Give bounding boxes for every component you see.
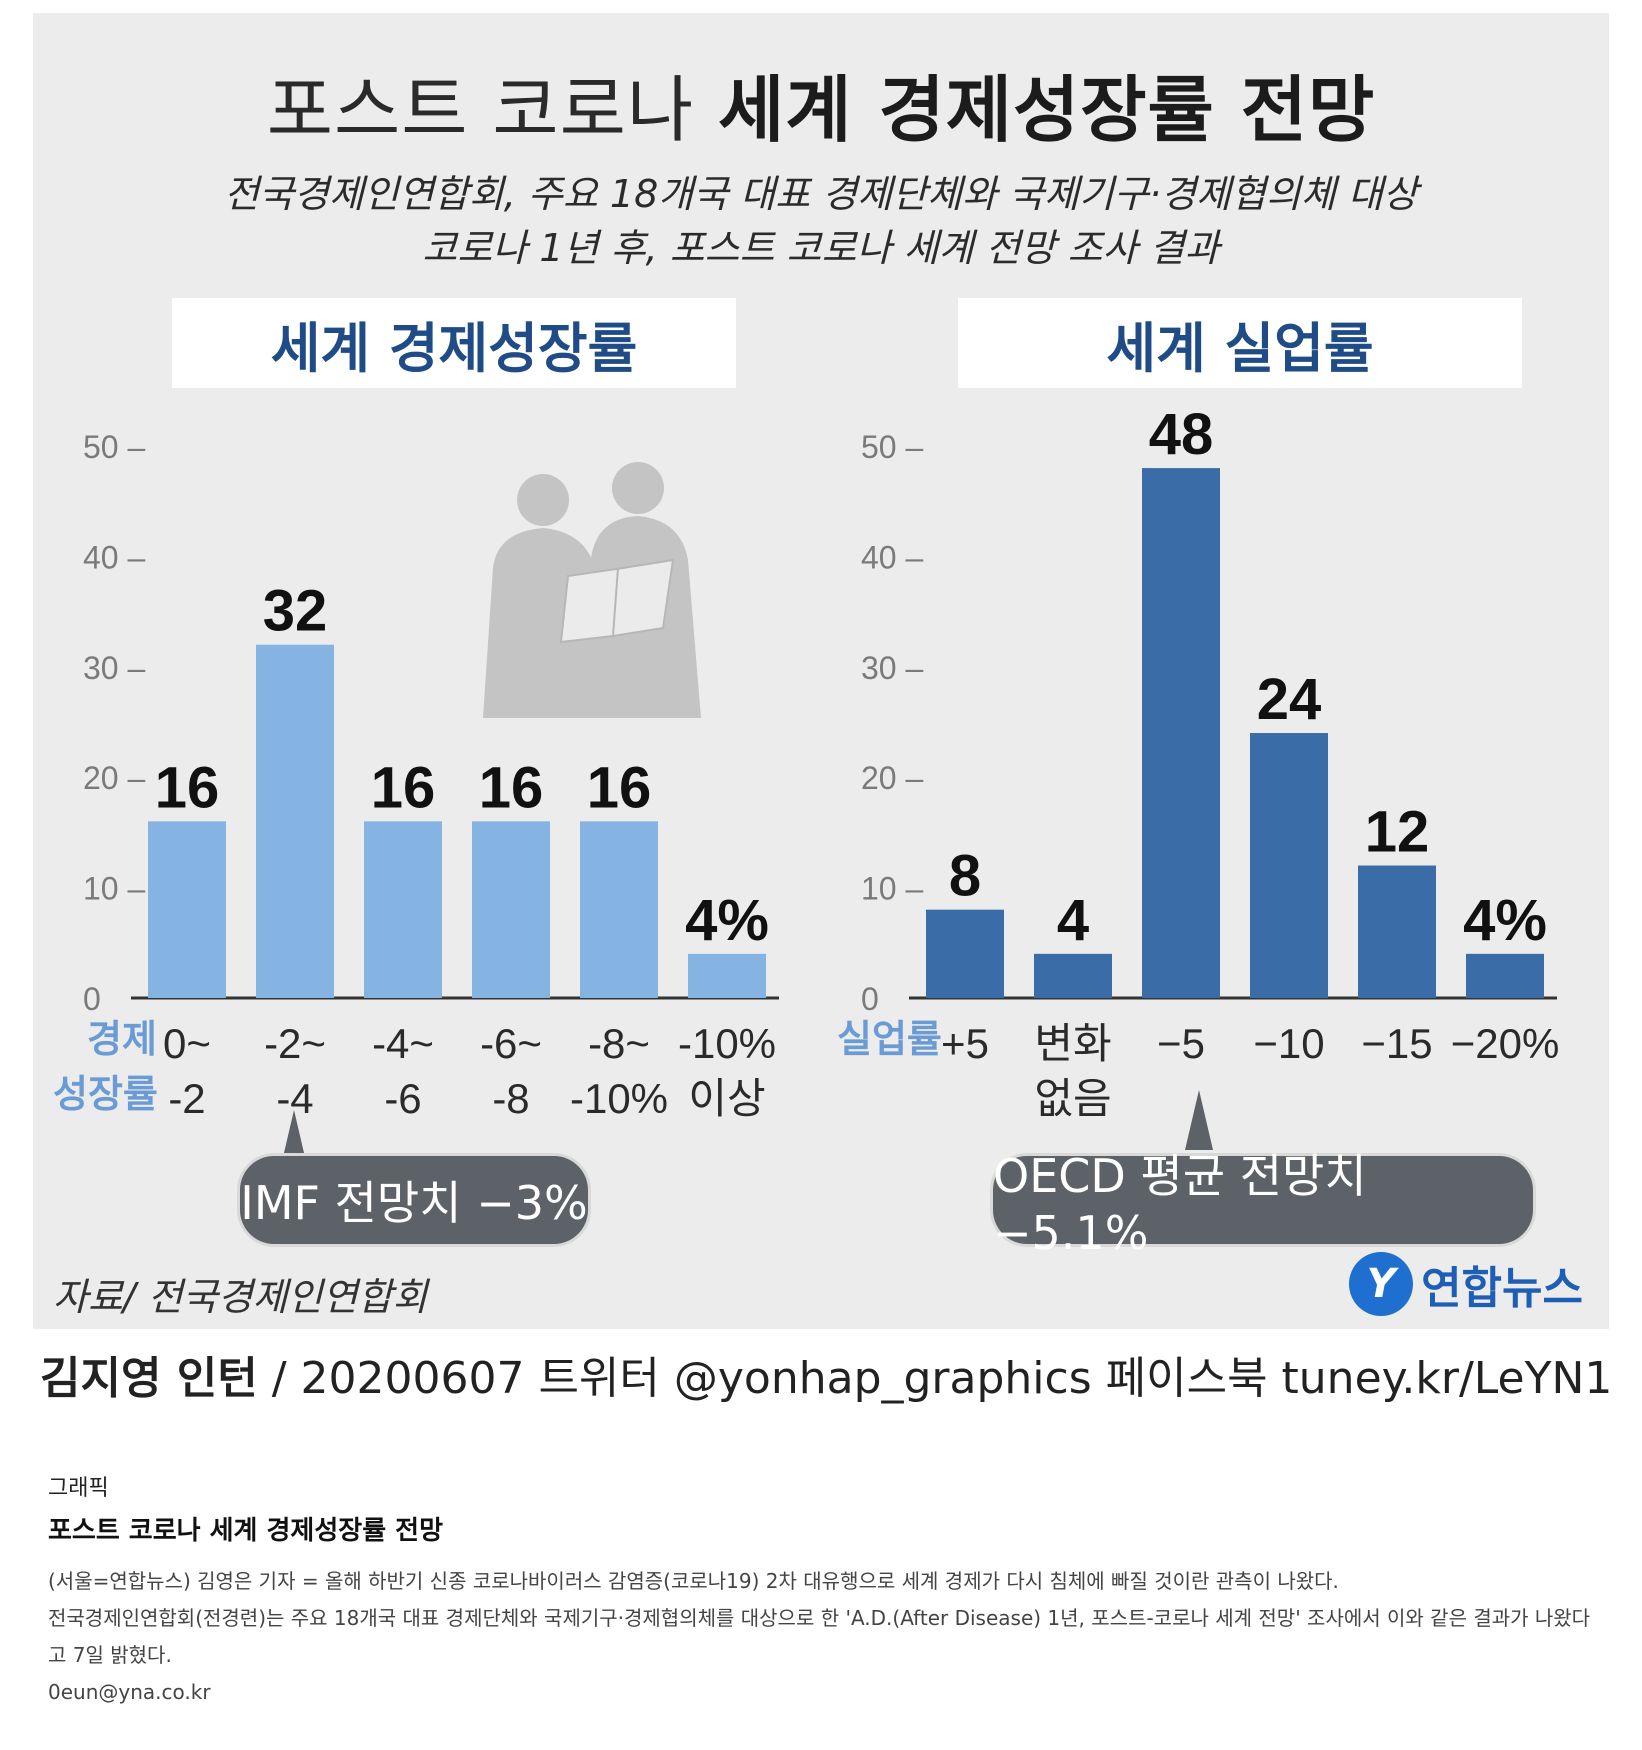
- bar-value-label: 12: [1365, 800, 1430, 865]
- growth-row-label-2: 성장률: [53, 1063, 158, 1118]
- article-category: 그래픽: [48, 1470, 1602, 1502]
- unemployment-rate-bar-chart: 010 –20 –30 –40 –50 –8+54변화없음48−524−1012…: [823, 13, 1609, 1329]
- imf-callout: IMF 전망치 −3%: [240, 1156, 588, 1244]
- x-category-label: -6: [384, 1075, 421, 1122]
- bar: [148, 821, 226, 998]
- article-paragraph-1: (서울=연합뉴스) 김영은 기자 = 올해 하반기 신종 코로나바이러스 감염증…: [48, 1563, 1602, 1600]
- bar: [1358, 866, 1436, 998]
- y-tick-label: 40 –: [861, 539, 923, 575]
- bar-value-label: 16: [155, 755, 220, 820]
- x-category-label: -10%: [678, 1020, 776, 1067]
- x-category-label: -4~: [372, 1020, 434, 1067]
- y-tick-label: 40 –: [83, 539, 145, 575]
- bar-value-label: 16: [371, 755, 436, 820]
- x-category-label: −15: [1361, 1020, 1432, 1067]
- x-category-label: 없음: [1034, 1075, 1111, 1122]
- y-tick-label: 50 –: [861, 429, 923, 465]
- y-tick-label: 10 –: [83, 871, 145, 907]
- article-body: (서울=연합뉴스) 김영은 기자 = 올해 하반기 신종 코로나바이러스 감염증…: [48, 1563, 1602, 1711]
- yonhap-logo-text: 연합뉴스: [1421, 1252, 1583, 1316]
- x-category-label: −20%: [1451, 1020, 1560, 1067]
- oecd-callout: OECD 평균 전망치 −5.1%: [993, 1156, 1533, 1244]
- y-tick-label: 30 –: [861, 650, 923, 686]
- bar-value-label: 48: [1149, 402, 1214, 467]
- bar-value-label: 16: [479, 755, 544, 820]
- bar-value-label: 16: [587, 755, 652, 820]
- bar-value-label: 4%: [685, 888, 769, 953]
- bar: [1250, 733, 1328, 998]
- bar: [1034, 954, 1112, 998]
- x-category-label: 0~: [163, 1020, 211, 1067]
- article-title: 포스트 코로나 세계 경제성장률 전망: [48, 1510, 1602, 1547]
- x-category-label: -2~: [264, 1020, 326, 1067]
- x-category-label: -2: [168, 1075, 205, 1122]
- x-category-label: −5: [1157, 1020, 1205, 1067]
- article-paragraph-2: 전국경제인연합회(전경련)는 주요 18개국 대표 경제단체와 국제기구·경제협…: [48, 1600, 1602, 1674]
- article-email: 0eun@yna.co.kr: [48, 1674, 1602, 1711]
- y-tick-label: 50 –: [83, 429, 145, 465]
- x-category-label: +5: [941, 1020, 989, 1067]
- credit-line: 김지영 인턴 / 20200607 트위터 @yonhap_graphics 페…: [40, 1342, 1612, 1406]
- y-tick-label: 30 –: [83, 650, 145, 686]
- bar-value-label: 24: [1257, 667, 1322, 732]
- x-category-label: -10%: [570, 1075, 668, 1122]
- yonhap-logo: Y 연합뉴스: [1349, 1252, 1583, 1316]
- infographic: 포스트 코로나 세계 경제성장률 전망 전국경제인연합회, 주요 18개국 대표…: [33, 13, 1609, 1329]
- bar-value-label: 4: [1057, 888, 1089, 953]
- x-category-label: 변화: [1034, 1020, 1111, 1067]
- x-category-label: −10: [1253, 1020, 1324, 1067]
- bar: [364, 821, 442, 998]
- bar: [256, 645, 334, 998]
- y-tick-label: 20 –: [83, 760, 145, 796]
- growth-rate-bar-chart: 010 –20 –30 –40 –50 –160~-232-2~-416-4~-…: [33, 13, 823, 1329]
- bar: [926, 910, 1004, 998]
- bar-value-label: 8: [949, 844, 981, 909]
- bar: [1142, 468, 1220, 998]
- growth-row-label-1: 경제: [87, 1008, 157, 1063]
- x-category-label: -6~: [480, 1020, 542, 1067]
- unemployment-row-label: 실업률: [837, 1008, 942, 1063]
- source-note: 자료/ 전국경제인연합회: [53, 1266, 427, 1321]
- yonhap-logo-icon: Y: [1349, 1252, 1413, 1316]
- y-tick-label: 20 –: [861, 760, 923, 796]
- bar: [688, 954, 766, 998]
- y-tick-label: 10 –: [861, 871, 923, 907]
- credit-details: / 20200607 트위터 @yonhap_graphics 페이스북 tun…: [258, 1353, 1613, 1404]
- bar-value-label: 4%: [1463, 888, 1547, 953]
- bar: [1466, 954, 1544, 998]
- x-category-label: 이상: [688, 1075, 765, 1122]
- bar-value-label: 32: [263, 579, 328, 644]
- credit-name: 김지영 인턴: [40, 1353, 258, 1404]
- x-category-label: -8: [492, 1075, 529, 1122]
- bar: [472, 821, 550, 998]
- bar: [580, 821, 658, 998]
- x-category-label: -8~: [588, 1020, 650, 1067]
